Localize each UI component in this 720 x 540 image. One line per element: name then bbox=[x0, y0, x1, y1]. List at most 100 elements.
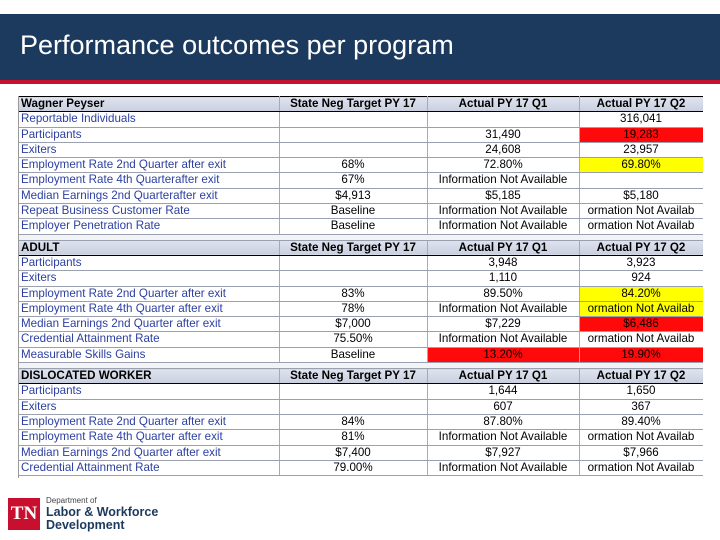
table-row: Median Earnings 2nd Quarterafter exit $4… bbox=[19, 188, 703, 205]
q1-cell-red: 13.20% bbox=[427, 347, 580, 364]
column-header-target: State Neg Target PY 17 bbox=[279, 239, 428, 256]
row-label: Credential Attainment Rate bbox=[19, 460, 280, 477]
row-label: Employment Rate 2nd Quarter after exit bbox=[19, 157, 280, 174]
q1-cell: Information Not Available bbox=[427, 172, 580, 189]
table-row: Participants 1,644 1,650 bbox=[19, 383, 703, 400]
q2-cell-red: 19.90% bbox=[579, 347, 703, 364]
q2-cell: 89.40% bbox=[579, 414, 703, 431]
table-row: Employment Rate 2nd Quarter after exit 8… bbox=[19, 414, 703, 431]
q2-cell: 367 bbox=[579, 399, 703, 415]
logo-line-development: Development bbox=[46, 518, 125, 532]
tn-badge: TN bbox=[8, 498, 40, 530]
q2-cell-yellow: ormation Not Availab bbox=[579, 301, 703, 318]
outcomes-table: Wagner Peyser State Neg Target PY 17 Act… bbox=[19, 96, 703, 477]
table-row: Employment Rate 4th Quarterafter exit 67… bbox=[19, 172, 703, 189]
table-row: Participants 3,948 3,923 bbox=[19, 255, 703, 272]
q1-cell: 31,490 bbox=[427, 127, 580, 143]
target-cell: Baseline bbox=[279, 347, 428, 364]
q2-cell: 3,923 bbox=[579, 255, 703, 272]
target-cell: Baseline bbox=[279, 203, 428, 220]
top-strip bbox=[0, 0, 720, 14]
row-label: Repeat Business Customer Rate bbox=[19, 203, 280, 220]
row-label: Employer Penetration Rate bbox=[19, 218, 280, 235]
q1-cell: 89.50% bbox=[427, 286, 580, 302]
table-row: Employment Rate 2nd Quarter after exit 8… bbox=[19, 286, 703, 302]
q1-cell: Information Not Available bbox=[427, 331, 580, 348]
title-bar: Performance outcomes per program bbox=[0, 14, 720, 84]
table-row: Measurable Skills Gains Baseline 13.20% … bbox=[19, 347, 703, 364]
table-row: Median Earnings 2nd Quarter after exit $… bbox=[19, 316, 703, 333]
q2-cell-red: $6,486 bbox=[579, 316, 703, 333]
column-header-q1: Actual PY 17 Q1 bbox=[427, 368, 580, 385]
q1-cell: Information Not Available bbox=[427, 429, 580, 446]
table-row: Employer Penetration Rate Baseline Infor… bbox=[19, 218, 703, 235]
q1-cell: Information Not Available bbox=[427, 218, 580, 235]
target-cell bbox=[279, 383, 428, 400]
table-row: Exiters 24,608 23,957 bbox=[19, 142, 703, 159]
q2-cell: $5,180 bbox=[579, 188, 703, 205]
row-label: Employment Rate 4th Quarter after exit bbox=[19, 429, 280, 446]
q1-cell: 72.80% bbox=[427, 157, 580, 174]
q1-cell: $5,185 bbox=[427, 188, 580, 205]
q1-cell: 3,948 bbox=[427, 255, 580, 272]
q2-cell-red: 19,283 bbox=[579, 127, 703, 143]
table-row: Reportable Individuals 316,041 bbox=[19, 111, 703, 128]
row-label: Participants bbox=[19, 383, 280, 400]
table-row: Employment Rate 2nd Quarter after exit 6… bbox=[19, 157, 703, 174]
target-cell: 84% bbox=[279, 414, 428, 431]
target-cell: 79.00% bbox=[279, 460, 428, 477]
target-cell: $7,400 bbox=[279, 445, 428, 461]
q1-cell: 1,110 bbox=[427, 270, 580, 287]
target-cell: 67% bbox=[279, 172, 428, 189]
table-row: Employment Rate 4th Quarter after exit 7… bbox=[19, 301, 703, 318]
q2-cell: ormation Not Availab bbox=[579, 331, 703, 348]
target-cell bbox=[279, 111, 428, 128]
q2-cell bbox=[579, 172, 703, 189]
row-label: Measurable Skills Gains bbox=[19, 347, 280, 364]
row-label: Exiters bbox=[19, 270, 280, 287]
q1-cell: 1,644 bbox=[427, 383, 580, 400]
target-cell bbox=[279, 142, 428, 159]
q1-cell: Information Not Available bbox=[427, 460, 580, 477]
q1-cell: Information Not Available bbox=[427, 203, 580, 220]
table-row: Credential Attainment Rate 75.50% Inform… bbox=[19, 331, 703, 348]
tn-department-logo: TN Department of Labor & Workforce Devel… bbox=[8, 494, 168, 536]
logo-line-department: Department of bbox=[46, 496, 97, 505]
target-cell bbox=[279, 270, 428, 287]
column-header-q2: Actual PY 17 Q2 bbox=[579, 368, 703, 385]
target-cell: 81% bbox=[279, 429, 428, 446]
row-label: Employment Rate 4th Quarter after exit bbox=[19, 301, 280, 318]
q2-cell: ormation Not Availab bbox=[579, 429, 703, 446]
q1-cell: $7,229 bbox=[427, 316, 580, 333]
target-cell: 68% bbox=[279, 157, 428, 174]
q1-cell: 607 bbox=[427, 399, 580, 415]
row-label: Employment Rate 2nd Quarter after exit bbox=[19, 286, 280, 302]
q1-cell: $7,927 bbox=[427, 445, 580, 461]
q2-cell: ormation Not Availab bbox=[579, 203, 703, 220]
row-label: Exiters bbox=[19, 399, 280, 415]
section-header-dislocated-worker: DISLOCATED WORKER State Neg Target PY 17… bbox=[19, 368, 703, 385]
section-header-adult: ADULT State Neg Target PY 17 Actual PY 1… bbox=[19, 239, 703, 256]
row-label: Median Earnings 2nd Quarter after exit bbox=[19, 316, 280, 333]
column-header-q1: Actual PY 17 Q1 bbox=[427, 96, 580, 113]
target-cell: 75.50% bbox=[279, 331, 428, 348]
target-cell: 78% bbox=[279, 301, 428, 318]
q2-cell: 316,041 bbox=[579, 111, 703, 128]
row-label: Median Earnings 2nd Quarterafter exit bbox=[19, 188, 280, 205]
table-row: Median Earnings 2nd Quarter after exit $… bbox=[19, 445, 703, 461]
q2-cell: ormation Not Availab bbox=[579, 218, 703, 235]
column-header-target: State Neg Target PY 17 bbox=[279, 96, 428, 113]
table-row: Employment Rate 4th Quarter after exit 8… bbox=[19, 429, 703, 446]
row-label: Median Earnings 2nd Quarter after exit bbox=[19, 445, 280, 461]
row-label: Participants bbox=[19, 255, 280, 272]
target-cell: $4,913 bbox=[279, 188, 428, 205]
table-row: Exiters 1,110 924 bbox=[19, 270, 703, 287]
row-label: Employment Rate 4th Quarterafter exit bbox=[19, 172, 280, 189]
target-cell: 83% bbox=[279, 286, 428, 302]
target-cell: Baseline bbox=[279, 218, 428, 235]
row-label: Credential Attainment Rate bbox=[19, 331, 280, 348]
q1-cell bbox=[427, 111, 580, 128]
q2-cell: $7,966 bbox=[579, 445, 703, 461]
table-row: Credential Attainment Rate 79.00% Inform… bbox=[19, 460, 703, 477]
row-label: Participants bbox=[19, 127, 280, 143]
